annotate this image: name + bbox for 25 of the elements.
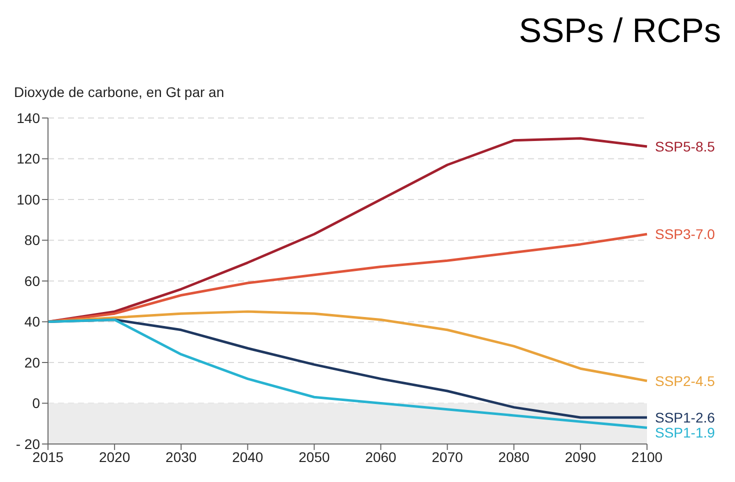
x-tick-label: 2080 xyxy=(498,448,530,465)
y-tick-label: 60 xyxy=(24,272,40,289)
y-tick-label: 140 xyxy=(16,110,40,126)
series-label: SSP1-1.9 xyxy=(655,424,716,441)
y-axis-title: Dioxyde de carbone, en Gt par an xyxy=(14,84,224,100)
series-label: SSP1-2.6 xyxy=(655,410,716,426)
y-tick-label: 40 xyxy=(24,314,40,330)
series-label: SSP5-8.5 xyxy=(655,138,716,155)
x-tick-label: 2060 xyxy=(365,448,397,465)
x-tick-label: 2030 xyxy=(166,448,197,465)
y-tick-label: 120 xyxy=(16,150,40,167)
series-label: SSP3-7.0 xyxy=(655,226,716,242)
chart-title: SSPs / RCPs xyxy=(518,12,721,51)
y-tick-label: 100 xyxy=(16,191,40,208)
series-label: SSP2-4.5 xyxy=(655,372,716,389)
x-tick-label: 2020 xyxy=(98,448,130,465)
x-tick-label: 2070 xyxy=(432,448,464,465)
x-tick-label: 2040 xyxy=(232,448,264,465)
x-tick-label: 2050 xyxy=(298,448,330,465)
y-tick-label: 0 xyxy=(32,395,40,412)
x-tick-label: 2090 xyxy=(564,448,596,465)
x-tick-label: 2100 xyxy=(631,448,663,465)
y-tick-label: 80 xyxy=(24,232,40,248)
line-series xyxy=(46,137,648,323)
y-tick-label: 20 xyxy=(24,354,40,370)
